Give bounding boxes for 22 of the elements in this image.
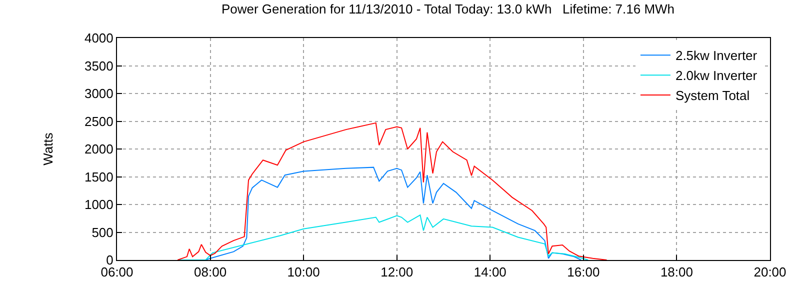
line-series: [177, 122, 608, 260]
line-series: [177, 214, 589, 260]
legend-label: 2.5kw Inverter: [675, 48, 758, 64]
x-tick-label: 18:00: [660, 264, 693, 280]
x-tick-label: 10:00: [287, 264, 320, 280]
chart-title: Power Generation for 11/13/2010 - Total Today: 13.0 kWh Lifetime: 7.16 MWh: [221, 2, 675, 17]
x-tick-label: 12:00: [380, 264, 414, 280]
y-tick-label: 1500: [84, 169, 114, 184]
x-tick-label: 20:00: [754, 264, 786, 280]
y-tick-label: 4000: [84, 30, 114, 46]
y-tick-label: 1000: [84, 197, 114, 212]
legend-label: System Total: [675, 88, 750, 104]
y-tick-label: 2500: [84, 114, 114, 129]
y-tick-label: 500: [92, 224, 114, 240]
x-tick-label: 14:00: [474, 264, 506, 280]
y-tick-label: 3000: [84, 86, 114, 102]
y-tick-label: 2000: [84, 142, 114, 157]
y-tick-label: 3500: [84, 58, 114, 74]
x-tick-label: 08:00: [194, 264, 227, 280]
legend-label: 2.0kw Inverter: [675, 68, 758, 84]
y-axis-title: Watts: [40, 132, 56, 166]
x-tick-label: 16:00: [567, 264, 600, 280]
